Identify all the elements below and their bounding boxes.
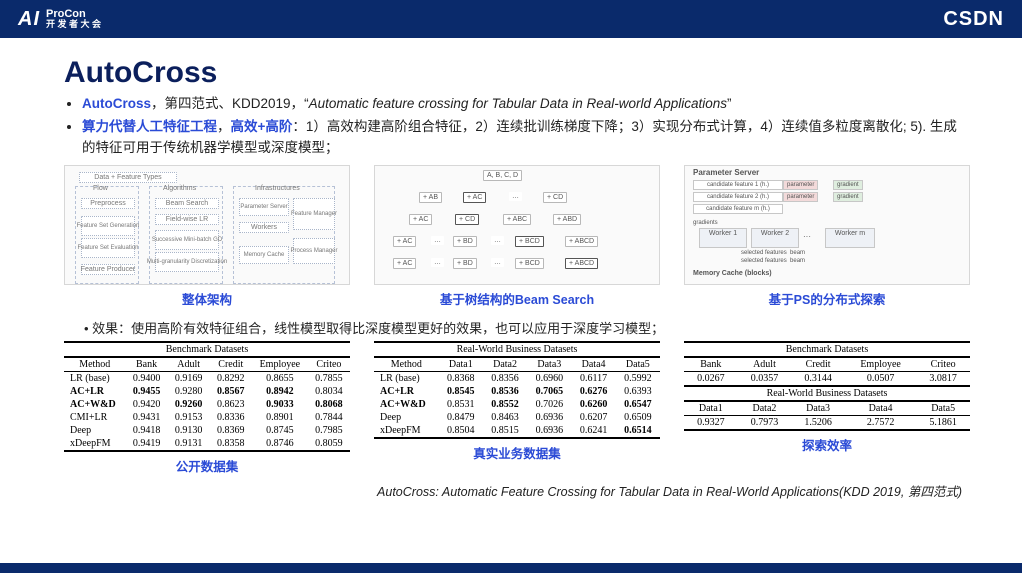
- fig-label-c: 基于PS的分布式探索: [684, 289, 970, 308]
- table-efficiency: Benchmark DatasetsBankAdultCreditEmploye…: [684, 341, 970, 454]
- sub-bullet: • 效果：使用高阶有效特征组合，线性模型取得比深度模型更好的效果，也可以应用于深…: [84, 318, 970, 337]
- bullet-1: AutoCross，第四范式、KDD2019，“Automatic featur…: [82, 94, 970, 115]
- logo-right: CSDN: [943, 8, 1004, 31]
- table-realworld: Real-World Business DatasetsMethodData1D…: [374, 341, 660, 462]
- logo-left: AI ProCon 开 发 者 大 会: [18, 8, 101, 31]
- fig-label-b: 基于树结构的Beam Search: [374, 289, 660, 308]
- conference-header: AI ProCon 开 发 者 大 会 CSDN: [0, 0, 1022, 38]
- bullet-list: AutoCross，第四范式、KDD2019，“Automatic featur…: [64, 94, 970, 159]
- slide-title: AutoCross: [64, 56, 970, 90]
- table-benchmark: Benchmark DatasetsMethodBankAdultCreditE…: [64, 341, 350, 475]
- footer-band: [0, 563, 1022, 573]
- logo-text: ProCon 开 发 者 大 会: [46, 9, 101, 29]
- figure-tree: A, B, C, D + AB + AC … + CD + AC + CD + …: [374, 165, 660, 308]
- bullet-2: 算力代替人工特征工程，高效+高阶：1）高效构建高阶组合特征，2）连续批训练梯度下…: [82, 117, 970, 159]
- fig-label-a: 整体架构: [64, 289, 350, 308]
- table-row: Benchmark DatasetsMethodBankAdultCreditE…: [64, 341, 970, 475]
- tree-diagram: A, B, C, D + AB + AC … + CD + AC + CD + …: [374, 165, 660, 285]
- ps-diagram: Parameter Server candidate feature 1 (h.…: [684, 165, 970, 285]
- slide-body: AutoCross AutoCross，第四范式、KDD2019，“Automa…: [0, 38, 1022, 506]
- figure-architecture: Data + Feature Types Flow Preprocess Fea…: [64, 165, 350, 308]
- arch-diagram: Data + Feature Types Flow Preprocess Fea…: [64, 165, 350, 285]
- figure-row: Data + Feature Types Flow Preprocess Fea…: [64, 165, 970, 308]
- footer-caption: AutoCross: Automatic Feature Crossing fo…: [64, 481, 970, 500]
- figure-ps: Parameter Server candidate feature 1 (h.…: [684, 165, 970, 308]
- logo-ai-mark: AI: [18, 8, 40, 31]
